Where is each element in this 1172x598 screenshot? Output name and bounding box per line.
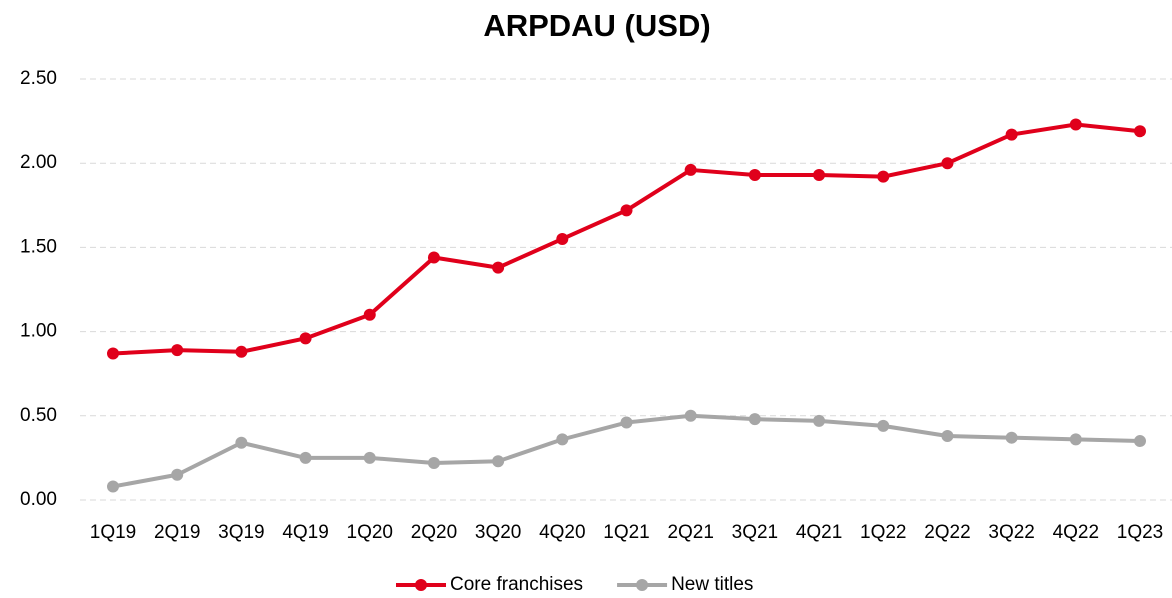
- x-tick-label: 1Q23: [1117, 522, 1163, 543]
- data-point: [813, 168, 826, 181]
- data-point: [235, 436, 248, 449]
- data-point: [1134, 435, 1146, 448]
- legend-marker: [415, 579, 427, 591]
- data-point: [684, 409, 697, 422]
- x-tick-label: 3Q19: [218, 522, 264, 543]
- data-point: [620, 416, 633, 429]
- y-tick-label: 0.00: [20, 489, 57, 510]
- y-tick-label: 0.50: [20, 405, 57, 426]
- data-point: [941, 430, 954, 443]
- data-point: [363, 451, 376, 464]
- x-tick-label: 3Q21: [732, 522, 778, 543]
- data-point: [748, 168, 761, 181]
- x-tick-label: 4Q20: [539, 522, 585, 543]
- data-point: [813, 414, 826, 427]
- legend-label: Core franchises: [450, 574, 583, 595]
- x-tick-label: 3Q22: [988, 522, 1034, 543]
- data-point: [492, 455, 505, 468]
- y-tick-label: 1.50: [20, 236, 57, 257]
- data-point: [235, 345, 248, 358]
- x-tick-label: 1Q22: [860, 522, 906, 543]
- y-tick-label: 2.00: [20, 152, 57, 173]
- data-point: [556, 232, 569, 245]
- x-tick-label: 1Q21: [603, 522, 649, 543]
- data-point: [427, 456, 440, 469]
- x-tick-label: 4Q22: [1053, 522, 1099, 543]
- x-tick-label: 2Q19: [154, 522, 200, 543]
- data-point: [299, 332, 312, 345]
- data-point: [1134, 125, 1146, 138]
- data-point: [427, 251, 440, 264]
- data-point: [299, 451, 312, 464]
- legend-label: New titles: [671, 574, 753, 595]
- data-point: [171, 468, 184, 481]
- x-tick-label: 2Q22: [924, 522, 970, 543]
- y-tick-label: 1.00: [20, 321, 57, 342]
- chart-title: ARPDAU (USD): [483, 8, 710, 43]
- x-tick-label: 2Q20: [411, 522, 457, 543]
- data-point: [556, 433, 569, 446]
- data-point: [107, 480, 119, 493]
- series-line: [112, 122, 1141, 356]
- data-point: [171, 344, 184, 357]
- x-tick-label: 4Q19: [282, 522, 328, 543]
- data-point: [684, 163, 697, 176]
- data-point: [1069, 433, 1082, 446]
- x-tick-label: 1Q20: [347, 522, 393, 543]
- data-point: [1069, 118, 1082, 131]
- data-point: [877, 170, 890, 183]
- x-tick-label: 3Q20: [475, 522, 521, 543]
- x-tick-label: 4Q21: [796, 522, 842, 543]
- y-tick-label: 2.50: [20, 68, 57, 89]
- legend-marker: [636, 579, 649, 591]
- data-point: [1005, 431, 1018, 444]
- data-point: [877, 419, 890, 432]
- data-point: [363, 308, 376, 321]
- data-point: [620, 204, 633, 217]
- x-tick-label: 1Q19: [90, 522, 136, 543]
- data-point: [492, 261, 505, 274]
- data-point: [107, 347, 119, 360]
- data-point: [1005, 128, 1018, 141]
- x-tick-label: 2Q21: [667, 522, 713, 543]
- data-point: [941, 157, 954, 170]
- data-point: [748, 413, 761, 426]
